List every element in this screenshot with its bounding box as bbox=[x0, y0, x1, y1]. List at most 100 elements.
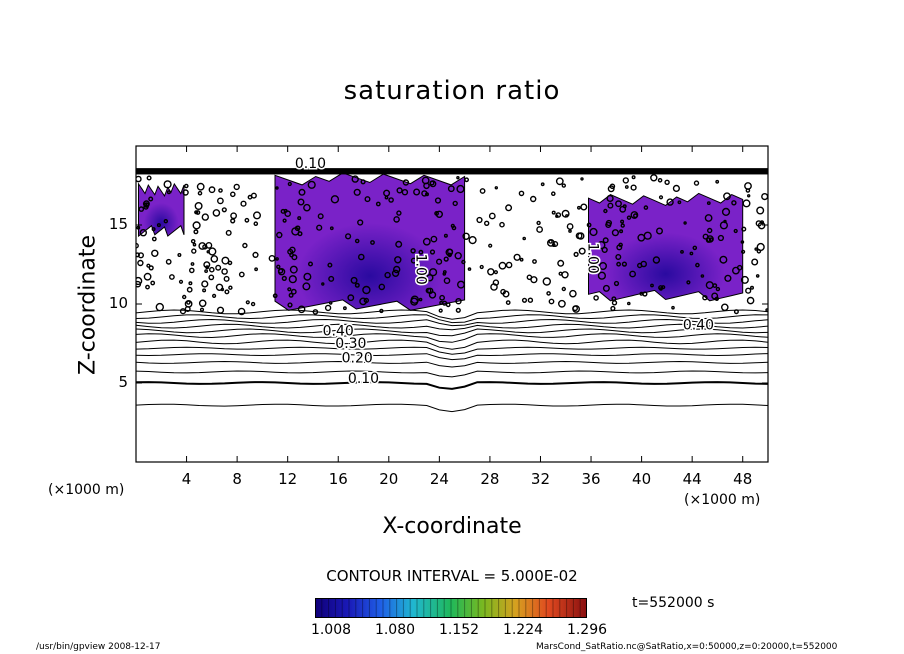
contour-speckle bbox=[610, 305, 616, 312]
contour-speckle bbox=[461, 259, 466, 265]
contour-speckle bbox=[573, 251, 579, 257]
contour-speckle bbox=[208, 186, 216, 194]
contour-speckle bbox=[252, 251, 259, 259]
contour-speckle bbox=[467, 267, 472, 271]
contour-speckle bbox=[225, 229, 232, 236]
contour-speckle bbox=[179, 308, 187, 315]
contour-speckle bbox=[724, 274, 732, 282]
contour-speckle bbox=[451, 225, 457, 231]
contour-speckle bbox=[488, 212, 496, 220]
contour-speckle bbox=[624, 185, 629, 189]
contour-speckle bbox=[551, 191, 556, 196]
contour-speckle bbox=[297, 231, 303, 237]
contour-line bbox=[136, 381, 768, 390]
contour-speckle bbox=[230, 212, 238, 220]
contour-speckle bbox=[312, 309, 319, 315]
contour-speckle bbox=[677, 200, 682, 205]
x-tick-label: 32 bbox=[530, 470, 551, 488]
contour-speckle bbox=[418, 297, 423, 302]
x-axis-unit-right: (×1000 m) bbox=[684, 492, 761, 508]
contour-speckle bbox=[212, 293, 217, 298]
x-axis-label: X-coordinate bbox=[382, 514, 522, 539]
contour-speckle bbox=[188, 281, 193, 286]
contour-speckle bbox=[536, 226, 543, 233]
contour-speckle bbox=[689, 251, 694, 256]
contour-speckle bbox=[656, 227, 664, 235]
contour-speckle bbox=[136, 276, 143, 286]
contour-speckle bbox=[732, 266, 740, 275]
contour-speckle bbox=[456, 184, 465, 194]
contour-speckle bbox=[723, 219, 727, 224]
contour-speckle bbox=[589, 227, 598, 237]
contour-speckle bbox=[487, 268, 495, 276]
contour-speckle bbox=[345, 233, 352, 240]
contour-speckle bbox=[166, 190, 171, 195]
contour-speckle bbox=[615, 253, 622, 260]
contour-speckle bbox=[391, 269, 400, 277]
contour-speckle bbox=[227, 260, 233, 266]
contour-speckle bbox=[276, 231, 283, 239]
contour-speckle bbox=[455, 298, 462, 305]
contour-speckle bbox=[395, 240, 403, 248]
contour-speckle bbox=[568, 229, 572, 233]
contour-speckle bbox=[188, 267, 195, 274]
contour-speckle bbox=[298, 188, 306, 196]
contour-speckle bbox=[620, 219, 625, 224]
contour-speckle bbox=[548, 298, 555, 305]
contour-speckle bbox=[745, 287, 752, 294]
x-tick-label: 24 bbox=[429, 470, 449, 488]
contour-speckle bbox=[484, 220, 490, 227]
contour-speckle bbox=[620, 223, 625, 228]
contour-speckle bbox=[723, 192, 731, 201]
colorbar-tick-label: 1.296 bbox=[566, 622, 608, 638]
contour-speckle bbox=[740, 275, 749, 284]
contour-speckle bbox=[370, 240, 375, 245]
contour-speckle bbox=[184, 299, 193, 308]
contour-speckle bbox=[602, 284, 610, 292]
contour-speckle bbox=[493, 270, 498, 275]
contour-speckle bbox=[616, 261, 621, 267]
contour-label: 1.00 bbox=[585, 243, 601, 274]
contour-speckle bbox=[281, 275, 287, 281]
contour-speckle bbox=[136, 175, 142, 183]
contour-speckle bbox=[275, 186, 279, 190]
contour-speckle bbox=[362, 285, 371, 295]
shaded-region bbox=[138, 182, 185, 238]
contour-speckle bbox=[297, 198, 305, 206]
contour-speckle bbox=[621, 261, 627, 267]
contour-speckle bbox=[350, 276, 358, 284]
contour-speckle bbox=[575, 232, 583, 240]
contour-speckle bbox=[666, 198, 674, 206]
x-tick-label: 8 bbox=[232, 470, 242, 488]
contour-line bbox=[136, 339, 768, 350]
contour-speckle bbox=[580, 177, 584, 181]
contour-speckle bbox=[715, 286, 721, 292]
contour-line bbox=[136, 318, 768, 327]
contour-speckle bbox=[602, 237, 609, 244]
contour-speckle bbox=[276, 264, 281, 269]
contour-speckle bbox=[455, 307, 461, 313]
contour-speckle bbox=[640, 260, 648, 268]
colorbar-tick-label: 1.224 bbox=[502, 622, 544, 638]
contour-speckle bbox=[756, 242, 765, 252]
contour-speckle bbox=[192, 221, 201, 230]
contour-speckle bbox=[307, 180, 316, 189]
contour-speckle bbox=[291, 227, 300, 236]
contour-speckle bbox=[704, 214, 713, 222]
contour-speckle bbox=[561, 183, 566, 188]
contour-speckle bbox=[357, 219, 364, 226]
contour-speckle bbox=[650, 283, 654, 288]
contour-speckle bbox=[268, 254, 276, 262]
contour-speckle bbox=[765, 308, 768, 312]
contour-speckle bbox=[755, 220, 762, 227]
contour-speckle bbox=[733, 228, 738, 234]
contour-speckle bbox=[457, 280, 466, 289]
contour-speckle bbox=[288, 292, 294, 298]
contour-speckle bbox=[439, 294, 445, 301]
contour-speckle bbox=[284, 210, 292, 217]
contour-speckle bbox=[661, 285, 666, 290]
contour-speckle bbox=[177, 252, 182, 257]
contour-speckle bbox=[330, 195, 340, 204]
contour-label: 0.10 bbox=[348, 371, 379, 387]
